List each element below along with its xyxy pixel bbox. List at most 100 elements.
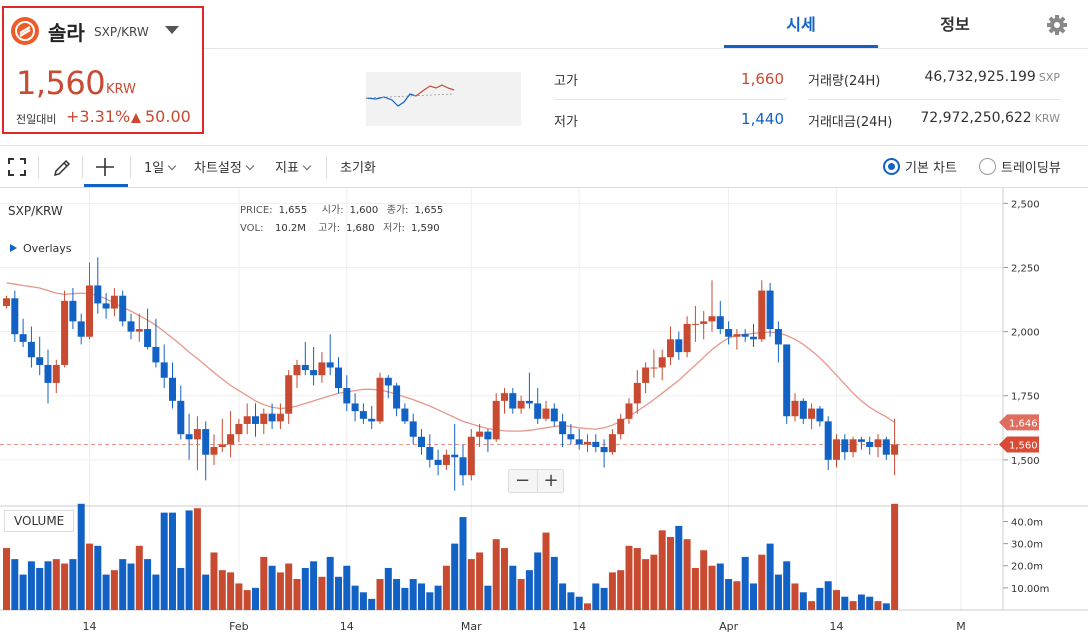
candle-body xyxy=(409,421,417,437)
volume-bar xyxy=(650,554,658,610)
amount-24h-label: 거래대금(24H) xyxy=(808,115,893,130)
volume-bar xyxy=(301,567,309,610)
volume-bar xyxy=(667,536,674,610)
coin-select-caret-icon[interactable] xyxy=(165,26,179,34)
chevron-down-icon xyxy=(245,161,255,171)
volume-bar xyxy=(725,579,733,610)
low-value: 1,440 xyxy=(741,110,784,128)
candlestick-chart[interactable]: 1,500 1,750 2,000 2,250 2,500 14 Feb 14 Mar 14 Apr… xyxy=(0,188,1088,634)
tabs-divider xyxy=(204,48,1088,49)
candle-body xyxy=(169,377,176,401)
candle-body xyxy=(517,400,525,409)
time-tick-label: M xyxy=(956,620,966,633)
volume-bar xyxy=(882,603,890,610)
candle-body xyxy=(260,413,268,424)
price-tick-label: 2,500 xyxy=(1011,199,1040,210)
basic-chart-radio[interactable] xyxy=(883,158,900,175)
settings-button[interactable] xyxy=(1040,10,1074,40)
time-tick-label: Feb xyxy=(229,620,248,633)
candle-body xyxy=(625,403,633,419)
volume-bar xyxy=(135,545,143,610)
reset-button[interactable]: 초기화 xyxy=(340,161,376,176)
time-tick-label: Mar xyxy=(461,620,482,633)
volume-bar xyxy=(318,576,326,610)
candle-body xyxy=(550,408,558,422)
volume-bar xyxy=(218,570,226,610)
candle-body xyxy=(733,334,741,337)
volume-bar xyxy=(808,601,816,610)
candle-body xyxy=(691,323,699,325)
candle-body xyxy=(301,364,309,371)
amount-24h: 72,972,250,622 KRW xyxy=(880,110,1060,126)
volume-bar xyxy=(210,552,218,610)
candle-body xyxy=(467,436,475,476)
zoom-out-button[interactable]: − xyxy=(514,470,531,491)
volume-bar xyxy=(476,552,484,610)
divider xyxy=(808,99,1060,100)
amount-24h-unit: KRW xyxy=(1034,112,1060,125)
volume-bar xyxy=(542,532,550,610)
candle-body xyxy=(442,454,450,465)
change-rate: +3.31% xyxy=(66,107,131,126)
draw-button[interactable] xyxy=(52,158,72,178)
volume-bar xyxy=(675,525,683,610)
overlays-toggle[interactable]: Overlays xyxy=(10,242,72,255)
volume-bar xyxy=(617,570,625,610)
tradingview-label[interactable]: 트레이딩뷰 xyxy=(1001,161,1061,176)
coin-name: 솔라 xyxy=(48,21,85,45)
volume-bar xyxy=(368,598,376,610)
candle-body xyxy=(882,439,890,455)
chart-canvas[interactable]: 1,500 1,750 2,000 2,250 2,500 14 Feb 14 Mar 14 Apr… xyxy=(0,188,1088,634)
interval-select[interactable]: 1일 xyxy=(144,157,177,176)
volume-bar xyxy=(69,559,77,610)
candle-body xyxy=(575,439,583,445)
volume-bar xyxy=(492,539,500,610)
candle-body xyxy=(376,377,384,422)
candle-body xyxy=(27,341,35,358)
candle-body xyxy=(160,362,168,378)
crosshair-button[interactable] xyxy=(95,157,115,177)
mini-chart xyxy=(365,72,521,126)
up-arrow-icon xyxy=(131,113,141,123)
candle-body xyxy=(252,416,259,424)
candle-body xyxy=(766,290,774,330)
volume-bar xyxy=(77,503,85,610)
basic-chart-label[interactable]: 기본 차트 xyxy=(905,161,957,176)
tab-quote[interactable]: 시세 xyxy=(724,0,878,48)
candle-body xyxy=(393,385,401,409)
fullscreen-button[interactable] xyxy=(8,158,26,176)
change-amount: 50.00 xyxy=(145,107,191,126)
volume-bar xyxy=(766,543,774,610)
ohlc-price: 1,655 xyxy=(278,205,308,216)
volume-bar xyxy=(326,556,334,610)
volume-bar xyxy=(19,574,27,610)
volume-bar xyxy=(575,596,583,610)
volume-bar xyxy=(110,570,118,610)
high-value: 1,660 xyxy=(741,70,784,88)
volume-bar xyxy=(600,587,608,610)
candle-body xyxy=(351,403,359,412)
candle-body xyxy=(799,400,807,419)
volume-bar xyxy=(434,585,442,610)
toolbar-divider xyxy=(82,156,83,178)
volume-bar xyxy=(816,587,824,610)
chart-settings-menu[interactable]: 차트설정 xyxy=(194,157,255,176)
volume-bar xyxy=(683,539,691,610)
candle-body xyxy=(559,421,567,435)
ohlc-vol: 10.2M xyxy=(275,223,306,234)
volume-bar xyxy=(525,570,533,610)
tab-info[interactable]: 정보 xyxy=(940,15,970,34)
ohlc-price-key: PRICE: xyxy=(240,205,273,216)
candle-body xyxy=(592,441,600,448)
candle-body xyxy=(368,418,376,422)
candle-body xyxy=(808,408,816,419)
moving-average-line xyxy=(6,282,895,432)
tradingview-radio[interactable] xyxy=(979,158,996,175)
volume-24h-unit: SXP xyxy=(1038,71,1060,84)
volume-bar xyxy=(459,517,467,610)
candle-body xyxy=(774,329,782,345)
indicators-menu[interactable]: 지표 xyxy=(275,157,312,176)
candle-body xyxy=(268,413,276,422)
zoom-in-button[interactable]: + xyxy=(537,470,564,492)
volume-bar xyxy=(335,576,342,610)
